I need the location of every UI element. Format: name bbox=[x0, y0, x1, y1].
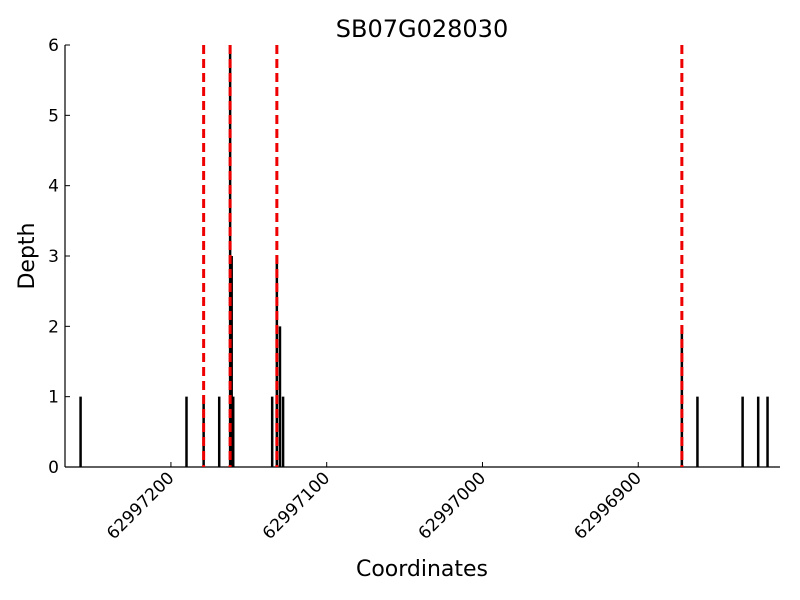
y-tick-label: 1 bbox=[48, 388, 59, 408]
x-tick-label: 62997100 bbox=[259, 468, 334, 543]
y-tick-label: 0 bbox=[48, 458, 59, 478]
chart-title: SB07G028030 bbox=[336, 15, 508, 43]
y-tick-label: 5 bbox=[48, 106, 59, 126]
y-tick-label: 6 bbox=[48, 36, 59, 56]
x-tick-label: 62997200 bbox=[103, 468, 178, 543]
x-axis-label: Coordinates bbox=[356, 557, 488, 582]
y-tick-label: 3 bbox=[48, 247, 59, 267]
y-axis-label: Depth bbox=[15, 222, 40, 289]
y-tick-label: 2 bbox=[48, 317, 59, 337]
x-tick-label: 62997000 bbox=[415, 468, 490, 543]
x-tick-label: 62996900 bbox=[570, 468, 645, 543]
y-tick-label: 4 bbox=[48, 177, 59, 197]
